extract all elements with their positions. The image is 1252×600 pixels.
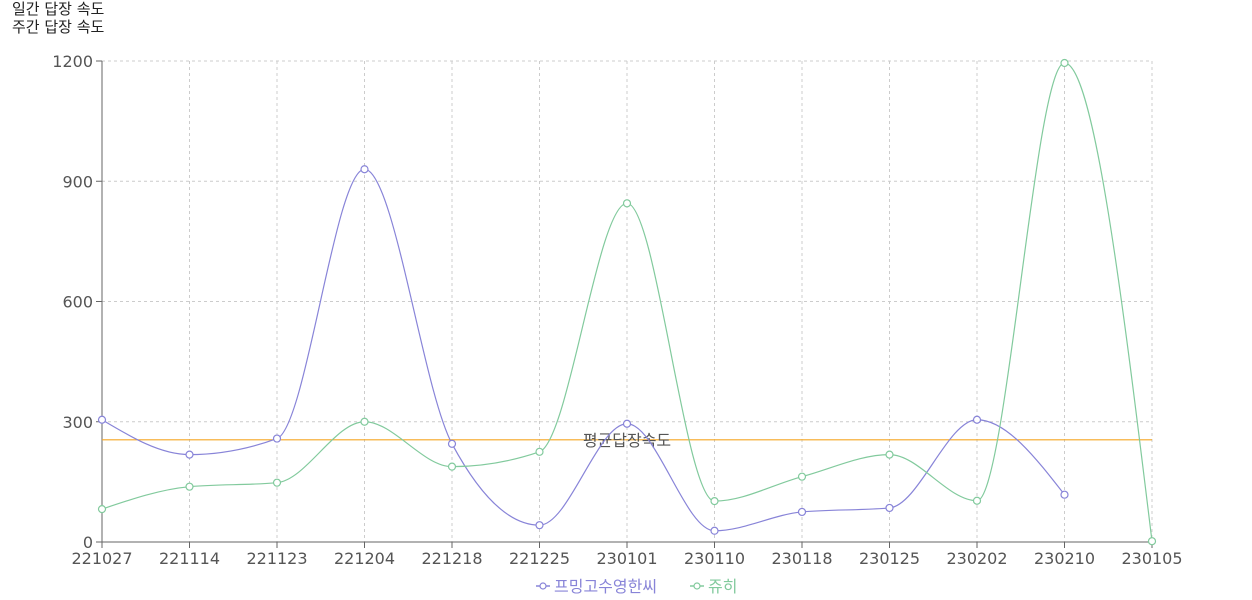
legend-label: 쥬히 [708,577,737,596]
legend-item-2[interactable]: 쥬히 [690,577,737,596]
x-tick-label: 221114 [159,549,220,568]
data-point-series-2 [97,505,107,514]
x-tick-label: 230118 [771,549,832,568]
data-point-series-2 [622,199,632,208]
data-point-series-2 [447,462,457,471]
legend-dot-icon [693,582,701,590]
data-point-series-2 [535,447,544,456]
data-point-series-1 [885,503,894,513]
data-point-series-1 [272,434,282,443]
legend: 프밍고수영한씨 쥬히 [536,577,737,596]
data-point-series-1 [97,415,107,424]
data-point-series-1 [972,415,982,424]
data-point-series-1 [710,526,719,535]
data-point-series-2 [185,482,194,491]
daily-reply-speed-link[interactable]: 일간 답장 속도 [12,0,105,18]
x-tick-label: 221027 [71,549,132,568]
x-tick-label: 230202 [946,549,1007,568]
data-point-series-2 [1060,58,1069,68]
x-tick-label: 230125 [859,549,920,568]
x-tick-label: 221123 [246,549,307,568]
axes: 0 300 600 900 1200 221027 221114 221123 221204 22… [52,52,1182,568]
average-reference-label: 평균답장속도 [583,431,671,450]
data-point-series-1 [797,507,807,517]
data-point-series-1 [535,521,544,530]
x-tick-label: 221204 [334,549,395,568]
legend-label: 프밍고수영한씨 [554,577,657,596]
data-point-series-1 [185,450,194,459]
data-point-series-1 [622,419,632,428]
data-point-series-2 [272,478,282,487]
series-line-2 [101,62,1153,542]
weekly-reply-speed-link[interactable]: 주간 답장 속도 [12,18,105,36]
chart-period-menu: 일간 답장 속도 주간 답장 속도 [12,0,104,36]
reference-line-group: 평균답장속도 [102,431,1152,450]
data-point-series-1 [447,439,457,448]
data-point-series-2 [710,497,719,506]
x-tick-label: 230210 [1034,549,1095,568]
x-tick-label: 221225 [509,549,570,568]
x-tick-label: 230110 [684,549,745,568]
y-tick-label: 600 [62,293,93,312]
y-tick-label: 0 [83,533,93,552]
data-point-series-2 [360,417,369,426]
data-point-series-1 [360,165,369,174]
x-tick-label: 221218 [421,549,482,568]
legend-item-1[interactable]: 프밍고수영한씨 [536,577,657,596]
data-point-series-2 [885,450,894,459]
x-tick-label: 230101 [596,549,657,568]
data-point-series-1 [1060,490,1069,499]
data-point-series-2 [972,496,982,505]
legend-dot-icon [539,582,547,590]
x-tick-label: 230105 [1121,549,1182,568]
grid [101,60,1153,542]
series-group [97,58,1157,546]
y-tick-label: 900 [62,172,93,191]
data-point-series-2 [1147,537,1157,546]
y-tick-label: 300 [62,413,93,432]
y-tick-label: 1200 [52,52,93,71]
data-point-series-2 [797,472,807,481]
series-line-1 [101,168,1065,532]
